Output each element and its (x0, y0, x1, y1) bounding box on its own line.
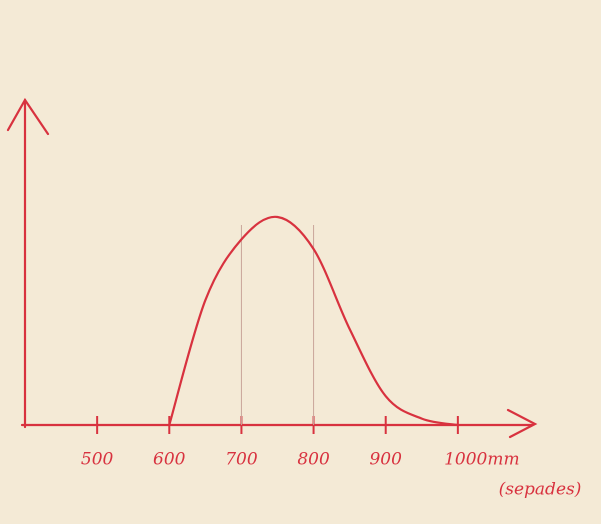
x-tick-label: 1000mm (444, 450, 520, 470)
x-tick-label: 700 (225, 450, 258, 470)
x-axis-label: (sepades) (499, 480, 582, 500)
x-tick-label: 600 (153, 450, 186, 470)
x-tick-label: 800 (297, 450, 330, 470)
paper (0, 0, 601, 524)
x-tick-label: 900 (369, 450, 402, 470)
chart: (sepades) 500 600 700 800 900 1000mm (0, 0, 601, 524)
x-tick-label: 500 (81, 450, 114, 470)
